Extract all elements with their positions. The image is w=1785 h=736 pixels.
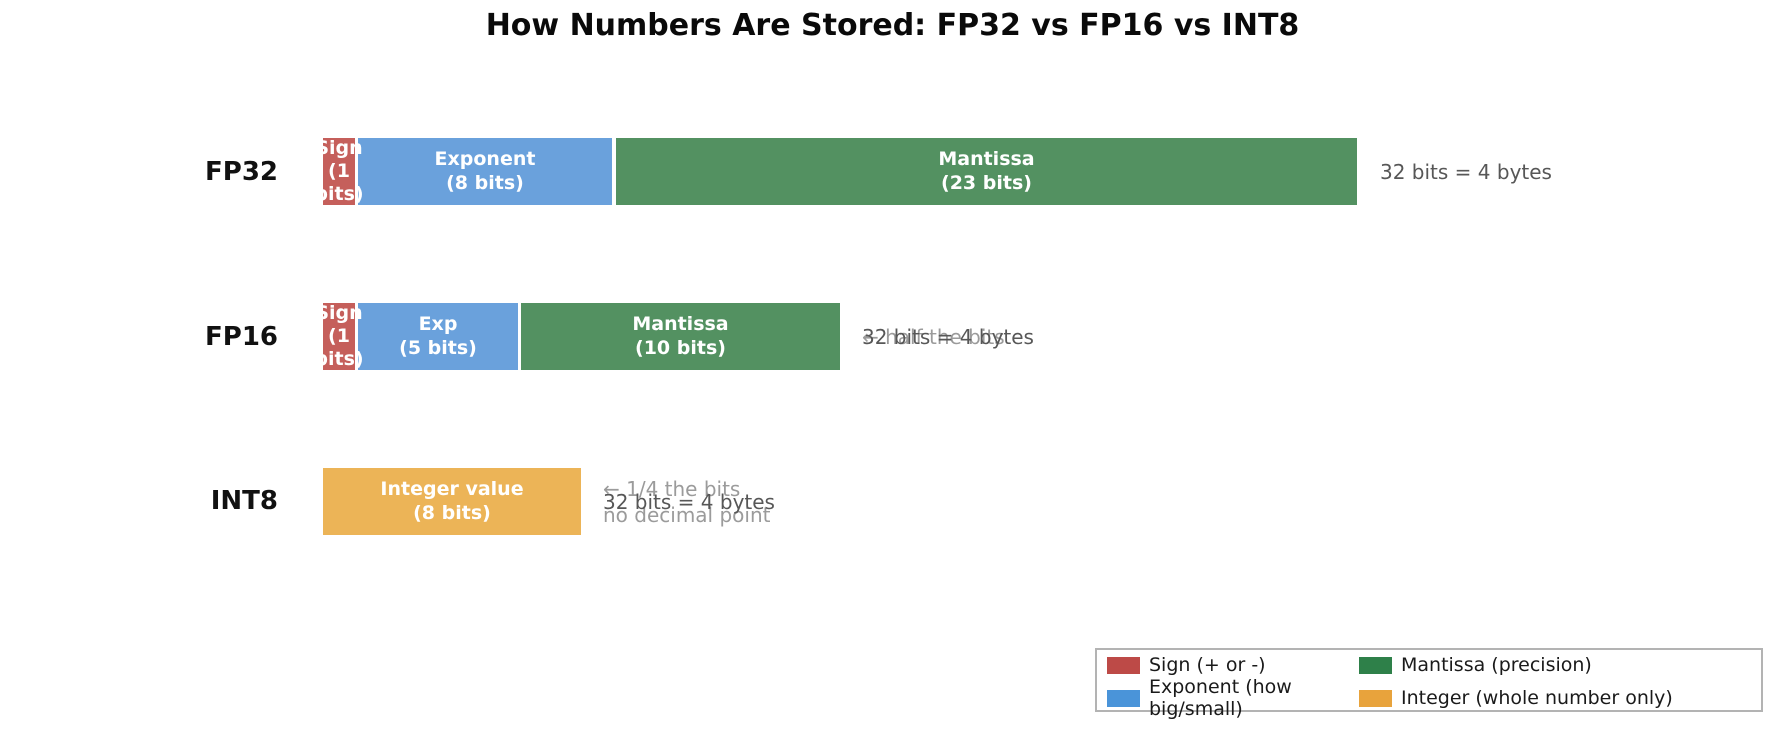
int8-comparison-annotation: ← 1/4 the bits no decimal point (603, 477, 771, 527)
fp16-exponent-label: Exp (5 bits) (399, 313, 477, 359)
exponent-color-swatch (1107, 689, 1140, 707)
fp16-exponent-segment: Exp (5 bits) (358, 303, 518, 370)
fp16-sign-segment: Sign (1 bits) (314, 302, 363, 370)
integer-color-swatch (1359, 689, 1392, 707)
mantissa-color-swatch (1359, 656, 1392, 674)
fp16-size-annotation: 32 bits = 4 bytes (862, 325, 1034, 349)
fp32-sign-segment: Sign (1 bits) (314, 137, 363, 205)
chart-title: How Numbers Are Stored: FP32 vs FP16 vs … (485, 8, 1300, 43)
legend-label-integer: Integer (whole number only) (1401, 687, 1673, 709)
legend-label-sign: Sign (+ or -) (1149, 654, 1266, 676)
legend-label-exponent: Exponent (how big/small) (1149, 676, 1292, 720)
row-label-int8: INT8 (210, 486, 278, 516)
legend-item-integer: Integer (whole number only) (1359, 687, 1751, 709)
fp32-mantissa-label: Mantissa (23 bits) (938, 148, 1035, 194)
fp32-mantissa-segment: Mantissa (23 bits) (616, 138, 1357, 205)
int8-size-annotation: 32 bits = 4 bytes (603, 490, 775, 514)
fp32-exponent-label: Exponent (8 bits) (434, 148, 536, 194)
fp16-mantissa-label: Mantissa (10 bits) (632, 313, 729, 359)
legend-item-mantissa: Mantissa (precision) (1359, 654, 1751, 676)
int8-integer-segment: Integer value (8 bits) (323, 468, 581, 535)
fp32-exponent-segment: Exponent (8 bits) (358, 138, 612, 205)
legend-item-exponent: Exponent (how big/small) (1107, 676, 1359, 720)
fp16-mantissa-segment: Mantissa (10 bits) (521, 303, 840, 370)
fp32-size-annotation: 32 bits = 4 bytes (1380, 160, 1552, 184)
legend: Sign (+ or -) Exponent (how big/small) M… (1095, 648, 1763, 720)
int8-integer-label: Integer value (8 bits) (380, 478, 524, 524)
fp32-sign-label: Sign (1 bits) (314, 136, 364, 206)
fp16-comparison-annotation: ← half the bits (862, 325, 1005, 349)
row-label-fp32: FP32 (205, 157, 278, 187)
sign-color-swatch (1107, 656, 1140, 674)
row-label-fp16: FP16 (205, 322, 278, 352)
fp16-sign-label: Sign (1 bits) (314, 301, 364, 371)
legend-item-sign: Sign (+ or -) (1107, 654, 1359, 676)
legend-label-mantissa: Mantissa (precision) (1401, 654, 1592, 676)
